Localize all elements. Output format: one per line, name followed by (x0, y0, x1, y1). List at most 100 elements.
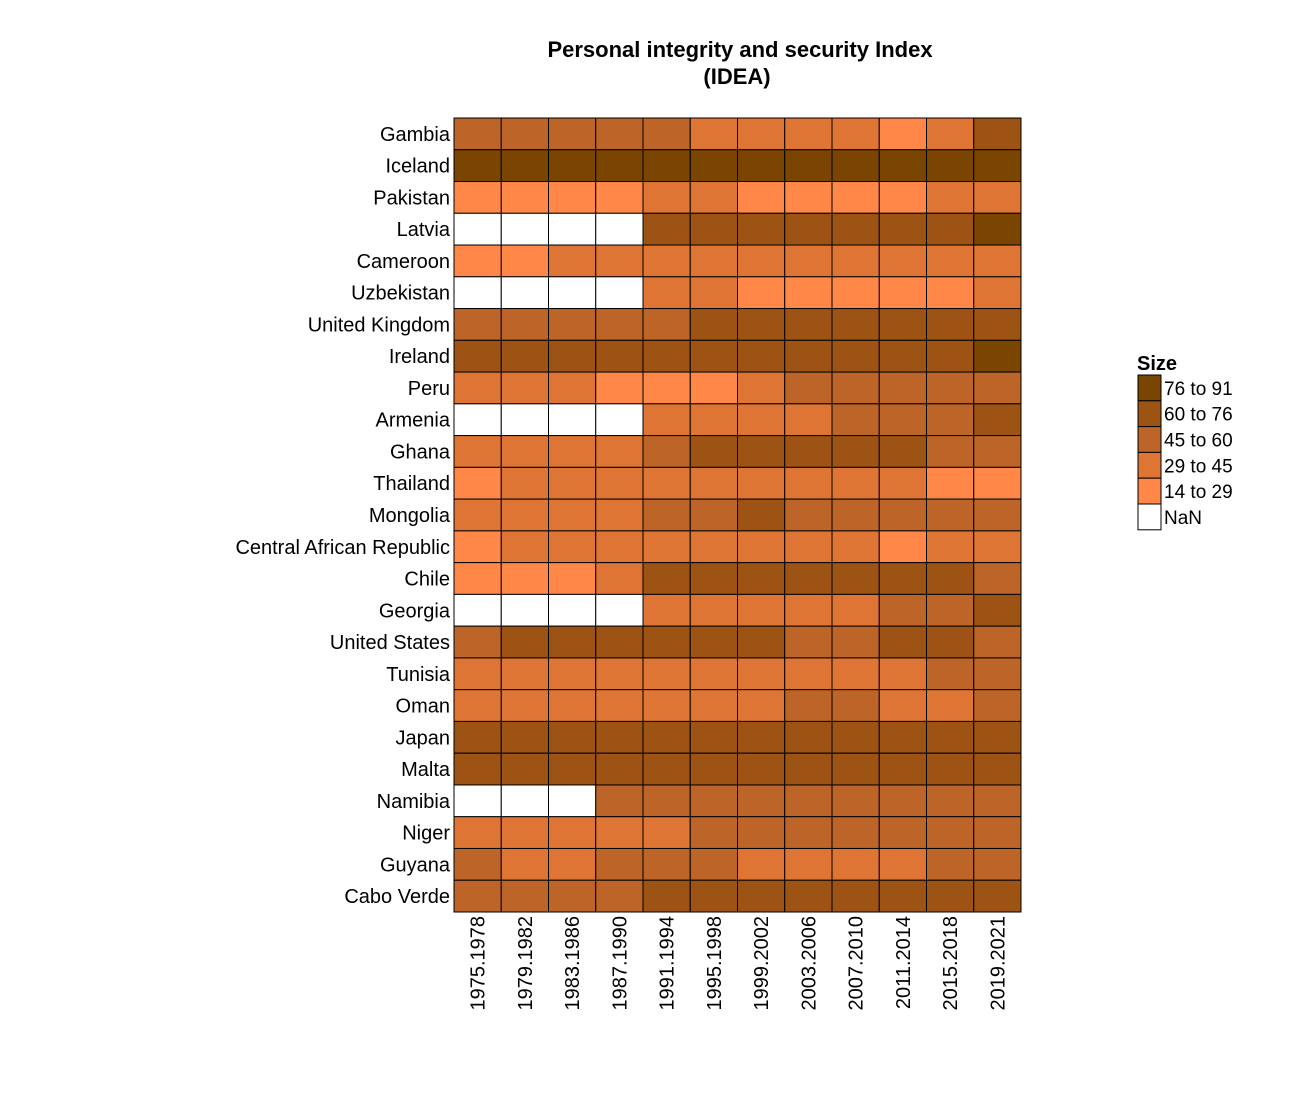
heatmap-cell-guyana-1983-1986 (548, 847, 597, 881)
heatmap-cell-oman-2015-2018 (926, 689, 975, 722)
row-labels: Gambia Iceland Pakistan Latvia Cameroon Uzbek… (235, 124, 450, 908)
heatmap-cell-namibia-1979-1982 (500, 784, 549, 818)
heatmap-cell-ghana-1987-1990 (595, 435, 644, 468)
legend-swatch-45-to-60 (1137, 426, 1162, 453)
row-label-oman: Oman (396, 696, 450, 718)
heatmap-cell-armenia-2015-2018 (926, 403, 975, 437)
row-label-iceland: Iceland (386, 156, 451, 178)
heatmap-cell-pakistan-1995-1998 (689, 181, 738, 214)
heatmap-cell-tunisia-2019-2021 (973, 657, 1022, 691)
heatmap-cell-armenia-1999-2002 (737, 403, 786, 437)
heatmap-cell-ireland-2019-2021 (973, 339, 1022, 373)
row-label-central-african-republic: Central African Republic (235, 537, 450, 559)
heatmap-cell-uzbekistan-2003-2006 (784, 276, 833, 310)
heatmap-cell-chile-1979-1982 (500, 562, 549, 595)
heatmap-cell-thailand-2015-2018 (926, 466, 975, 500)
heatmap-cell-georgia-2019-2021 (973, 593, 1022, 627)
heatmap-cell-oman-1979-1982 (500, 689, 549, 722)
heatmap-cell-pakistan-1987-1990 (595, 181, 644, 214)
heatmap-cell-pakistan-2007-2010 (831, 181, 880, 214)
legend-title: Size (1137, 353, 1177, 375)
heatmap-cell-niger-1991-1994 (642, 816, 691, 849)
heatmap-cell-namibia-1975-1978 (453, 784, 502, 818)
heatmap-cell-tunisia-2007-2010 (831, 657, 880, 691)
heatmap-cell-chile-1991-1994 (642, 562, 691, 595)
heatmap-cell-united-states-1991-1994 (642, 625, 691, 659)
column-label-2007-2010: 2007.2010 (846, 916, 868, 1011)
heatmap-cell-pakistan-2003-2006 (784, 181, 833, 214)
legend-label-29-to-45: 29 to 45 (1164, 456, 1233, 477)
heatmap-cell-iceland-1975-1978 (453, 149, 502, 183)
heatmap-cell-iceland-2011-2014 (878, 149, 927, 183)
heatmap-cell-united-kingdom-1979-1982 (500, 308, 549, 341)
heatmap-cell-chile-1999-2002 (737, 562, 786, 595)
heatmap-cell-cameroon-1979-1982 (500, 244, 549, 278)
heatmap-cell-cabo-verde-2015-2018 (926, 879, 975, 913)
heatmap-cell-united-states-2011-2014 (878, 625, 927, 659)
column-label-1991-1994: 1991.1994 (657, 916, 679, 1011)
heatmap-cell-latvia-1999-2002 (737, 212, 786, 246)
heatmap-cell-guyana-1987-1990 (595, 847, 644, 881)
row-label-niger: Niger (402, 823, 450, 845)
heatmap-cell-ghana-2007-2010 (831, 435, 880, 468)
heatmap-cell-niger-2007-2010 (831, 816, 880, 849)
heatmap-cell-guyana-2003-2006 (784, 847, 833, 881)
heatmap-cell-gambia-1995-1998 (689, 117, 738, 151)
heatmap-cell-oman-1999-2002 (737, 689, 786, 722)
heatmap-cell-oman-1983-1986 (548, 689, 597, 722)
heatmap-cell-tunisia-1987-1990 (595, 657, 644, 691)
column-label-1999-2002: 1999.2002 (751, 916, 773, 1011)
column-label-1987-1990: 1987.1990 (609, 916, 631, 1011)
legend-label-14-to-29: 14 to 29 (1164, 482, 1233, 503)
row-label-guyana: Guyana (380, 854, 451, 876)
legend-label-76-to-91: 76 to 91 (1164, 379, 1233, 400)
heatmap-cell-namibia-2011-2014 (878, 784, 927, 818)
heatmap-cell-thailand-1999-2002 (737, 466, 786, 500)
heatmap-cell-japan-1995-1998 (689, 720, 738, 754)
row-label-uzbekistan: Uzbekistan (351, 283, 450, 305)
heatmap-cell-united-kingdom-1999-2002 (737, 308, 786, 341)
heatmap-cell-peru-2019-2021 (973, 371, 1022, 405)
heatmap-cell-japan-1999-2002 (737, 720, 786, 754)
heatmap-cell-ghana-1995-1998 (689, 435, 738, 468)
heatmap-cell-peru-1979-1982 (500, 371, 549, 405)
heatmap-cell-central-african-republic-2015-2018 (926, 530, 975, 564)
heatmap-cell-cabo-verde-2007-2010 (831, 879, 880, 913)
heatmap-cell-central-african-republic-2019-2021 (973, 530, 1022, 564)
heatmap-cell-united-states-2019-2021 (973, 625, 1022, 659)
heatmap-cell-uzbekistan-1999-2002 (737, 276, 786, 310)
heatmap-cell-niger-1983-1986 (548, 816, 597, 849)
heatmap-cell-japan-1991-1994 (642, 720, 691, 754)
chart-title-line-1: Personal integrity and security Index (547, 37, 933, 62)
row-label-latvia: Latvia (397, 219, 451, 241)
heatmap-cell-namibia-1995-1998 (689, 784, 738, 818)
row-label-namibia: Namibia (377, 791, 451, 813)
heatmap-cell-japan-1975-1978 (453, 720, 502, 754)
heatmap-cell-uzbekistan-1995-1998 (689, 276, 738, 310)
heatmap-cell-chile-2011-2014 (878, 562, 927, 595)
heatmap-cell-latvia-1979-1982 (500, 212, 549, 246)
heatmap-cell-latvia-1995-1998 (689, 212, 738, 246)
heatmap-cell-malta-2019-2021 (973, 752, 1022, 786)
heatmap-cell-gambia-1991-1994 (642, 117, 691, 151)
heatmap-cell-united-kingdom-1995-1998 (689, 308, 738, 341)
heatmap-cell-armenia-2003-2006 (784, 403, 833, 437)
heatmap-cell-japan-2007-2010 (831, 720, 880, 754)
heatmap-cell-ireland-2007-2010 (831, 339, 880, 373)
heatmap-cell-guyana-1999-2002 (737, 847, 786, 881)
heatmap-cell-georgia-2007-2010 (831, 593, 880, 627)
heatmap-cell-united-states-2015-2018 (926, 625, 975, 659)
heatmap-cell-ghana-2015-2018 (926, 435, 975, 468)
heatmap-cell-namibia-1999-2002 (737, 784, 786, 818)
heatmap-cell-niger-1987-1990 (595, 816, 644, 849)
heatmap-cell-united-states-1999-2002 (737, 625, 786, 659)
heatmap-cell-oman-2003-2006 (784, 689, 833, 722)
heatmap-cell-pakistan-2015-2018 (926, 181, 975, 214)
heatmap-cell-pakistan-1999-2002 (737, 181, 786, 214)
heatmap-cell-chile-1995-1998 (689, 562, 738, 595)
heatmap-cell-cameroon-1999-2002 (737, 244, 786, 278)
heatmap-cell-united-kingdom-2019-2021 (973, 308, 1022, 341)
heatmap-cell-pakistan-2011-2014 (878, 181, 927, 214)
heatmap-cell-guyana-1979-1982 (500, 847, 549, 881)
heatmap-cell-mongolia-1975-1978 (453, 498, 502, 532)
